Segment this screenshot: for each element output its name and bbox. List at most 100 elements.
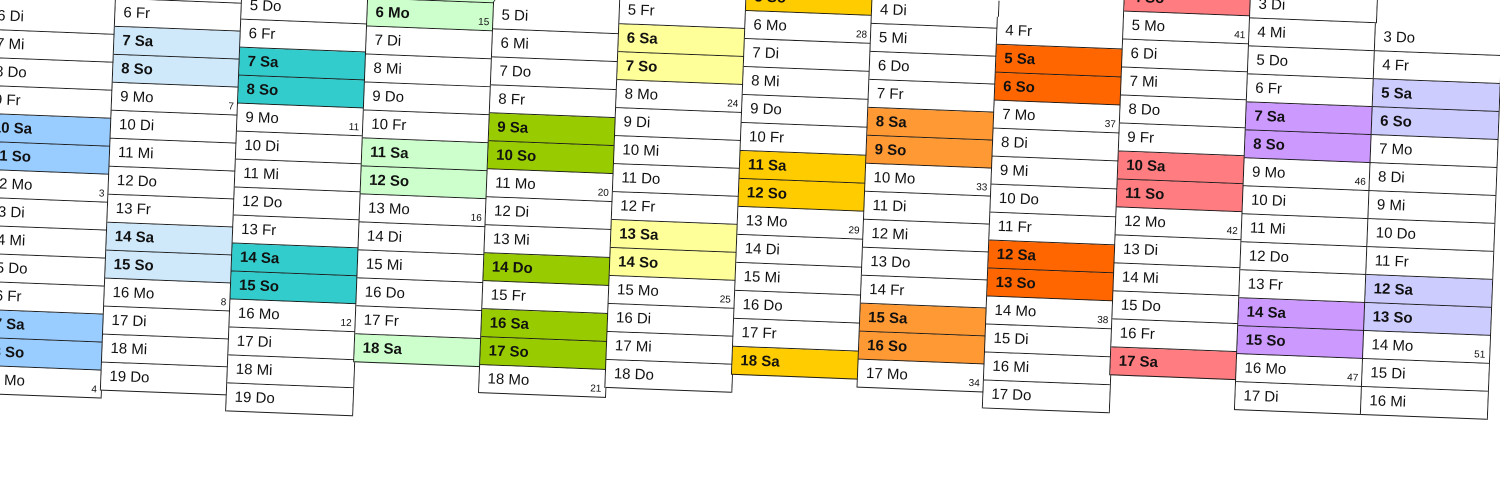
day-label: 13 So — [995, 273, 1037, 293]
day-label: 8 Di — [1377, 168, 1405, 187]
day-label: 6 Mo — [375, 3, 411, 23]
day-label: 12 Mo — [0, 175, 33, 194]
day-cell[interactable]: 13 Di — [0, 197, 109, 231]
day-label: 17 Fr — [741, 324, 777, 343]
weekend-day-cell[interactable]: 18 So — [0, 337, 103, 371]
day-label: 6 Do — [877, 57, 910, 76]
day-label: 15 Do — [0, 259, 28, 278]
day-label: 17 Di — [236, 332, 273, 352]
day-label: 13 Fr — [240, 220, 277, 240]
week-number: 47 — [1346, 372, 1359, 384]
day-label: 10 Do — [998, 189, 1040, 209]
weekend-day-cell[interactable]: 18 Sa — [354, 334, 482, 368]
day-cell[interactable]: 18 Mo 21 — [479, 365, 607, 398]
day-label: 5 Sa — [1003, 50, 1036, 69]
day-label: 15 Fr — [490, 286, 527, 305]
day-cell[interactable]: 17 Mo 34 — [857, 359, 985, 393]
day-label: 12 So — [746, 184, 788, 203]
day-cell[interactable]: 14 Mi — [0, 225, 108, 259]
day-cell[interactable]: 12 Mo 3 — [0, 169, 110, 203]
day-cell[interactable]: 6 Di — [0, 2, 116, 35]
day-label: 18 So — [0, 343, 25, 362]
day-label: 16 Mi — [992, 357, 1030, 377]
day-cell[interactable]: 18 Do — [605, 359, 733, 393]
day-label: 19 Mo — [0, 371, 26, 390]
day-label: 12 Sa — [996, 245, 1037, 265]
day-label: 16 Mo — [1244, 359, 1287, 379]
day-label: 19 Do — [234, 388, 276, 408]
day-cell[interactable]: 7 Mi — [0, 29, 115, 63]
day-label: 11 So — [0, 147, 32, 166]
day-cell[interactable]: 19 Do — [100, 362, 228, 396]
week-number: 42 — [1226, 225, 1239, 238]
day-label: 8 Mo — [624, 85, 659, 104]
month-column: 4 So 5 Mo 41 6 Di 7 Mi 8 Do 9 Fr 10 Sa 11 So 12 M… — [1109, 0, 1253, 381]
day-label: 4 Fr — [1381, 56, 1410, 75]
month-column: 5 Do 6 Fr 7 Sa 8 So 9 Mo 11 10 Di 11 Mi 12 Do 13 … — [225, 0, 370, 417]
day-label: 8 Sa — [875, 113, 907, 132]
day-label: 17 Mo — [865, 364, 909, 384]
day-label: 15 Do — [1120, 296, 1162, 316]
day-label: 17 Di — [111, 311, 147, 331]
day-cell[interactable]: 9 Fr — [0, 85, 113, 119]
day-cell[interactable]: 19 Mo 4 — [0, 365, 102, 399]
day-label: 9 Mo — [119, 88, 154, 107]
day-label: 10 Mi — [622, 141, 660, 160]
day-label: 6 Mo — [753, 16, 788, 35]
day-label: 14 Do — [491, 258, 534, 278]
day-label: 10 Di — [244, 136, 280, 156]
day-cell[interactable]: 16 Mi — [1360, 386, 1488, 420]
day-label: 16 So — [866, 336, 908, 356]
day-cell[interactable]: 17 Di — [1234, 382, 1362, 415]
day-label: 5 Di — [501, 6, 529, 25]
day-label: 6 So — [1379, 112, 1413, 131]
day-label: 12 Sa — [1373, 280, 1414, 299]
day-label: 6 Fr — [123, 4, 151, 23]
day-label: 4 So — [1132, 0, 1164, 7]
day-label: 8 Do — [1128, 100, 1161, 120]
day-cell[interactable]: 16 Fr — [0, 281, 105, 315]
day-cell[interactable]: 8 Do — [0, 57, 114, 91]
day-label: 13 So — [1372, 308, 1413, 327]
day-label: 14 Fr — [868, 280, 905, 300]
month-column: 5 Di 6 Mi 7 Do 8 Fr 9 Sa 10 So 11 Mo 20 12 Di 13 … — [478, 1, 621, 398]
day-label: 12 Fr — [620, 197, 656, 216]
week-number: 38 — [1096, 314, 1109, 327]
weekend-day-cell[interactable]: 18 Sa — [731, 346, 859, 380]
day-label: 6 So — [1002, 77, 1036, 97]
day-label: 3 Di — [1258, 0, 1286, 14]
day-cell[interactable]: 17 Do — [982, 380, 1110, 414]
day-label: 16 Do — [742, 296, 783, 315]
weekend-day-cell[interactable]: 17 Sa — [0, 309, 104, 343]
day-label: 6 Fr — [248, 24, 276, 43]
day-cell[interactable]: 15 Do — [0, 253, 106, 287]
day-label: 5 Do — [1256, 51, 1289, 70]
weekend-day-cell[interactable]: 10 Sa — [0, 113, 112, 147]
day-label: 9 So — [874, 141, 907, 160]
day-label: 18 Sa — [740, 352, 780, 371]
day-label: 16 Mo — [112, 283, 155, 303]
day-label: 9 Di — [623, 113, 651, 132]
day-label: 13 Mo — [745, 212, 788, 231]
week-number: 33 — [975, 182, 988, 194]
day-label: 15 Mi — [365, 255, 403, 275]
day-label: 9 Mi — [1376, 196, 1406, 215]
day-label: 11 Mi — [1249, 219, 1286, 238]
week-number: 24 — [726, 98, 739, 110]
day-label: 13 Do — [870, 253, 911, 272]
day-label: 16 Mi — [1369, 392, 1407, 411]
week-number: 34 — [968, 377, 980, 390]
day-label: 17 So — [488, 342, 529, 361]
day-label: 12 Do — [241, 192, 283, 212]
day-label: 13 Di — [0, 203, 25, 222]
day-label: 5 So — [754, 0, 786, 7]
weekend-day-cell[interactable]: 17 Sa — [1110, 347, 1238, 381]
day-label: 11 Sa — [747, 156, 787, 175]
day-label: 19 Do — [109, 367, 150, 387]
day-label: 7 Sa — [121, 32, 154, 51]
weekend-day-cell[interactable]: 11 So — [0, 141, 111, 175]
day-label: 13 Fr — [1247, 275, 1284, 294]
day-label: 9 Fr — [1127, 128, 1155, 147]
day-label: 7 Di — [751, 44, 780, 63]
